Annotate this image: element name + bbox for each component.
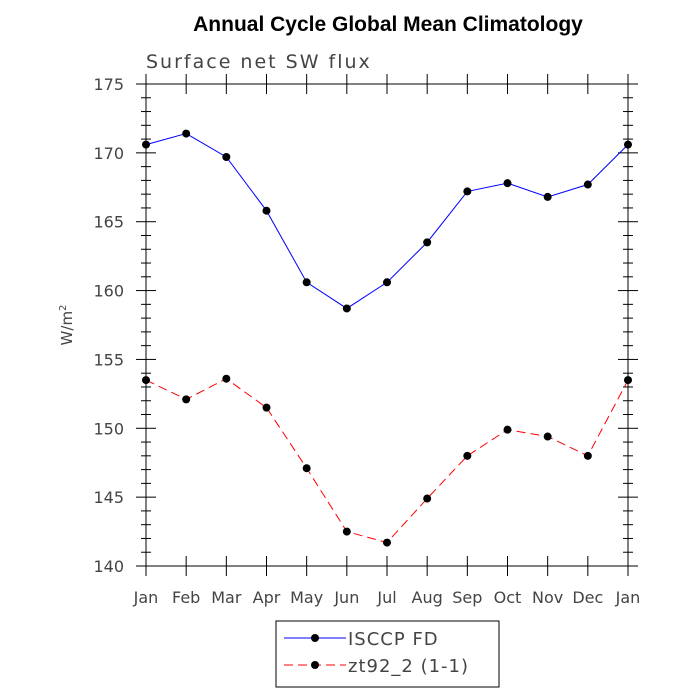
x-tick-label: Nov: [532, 588, 563, 607]
data-point: [503, 425, 512, 434]
data-point: [302, 464, 311, 473]
data-point: [342, 304, 351, 313]
y-tick-label: 165: [93, 213, 124, 232]
y-tick-label: 170: [93, 144, 124, 163]
series-line-2: [145, 378, 629, 544]
data-point: [262, 403, 271, 412]
x-tick-label: Jan: [133, 588, 159, 607]
legend-marker: [311, 634, 319, 642]
y-tick-labels: 140 145 150 155 160 165 170 175: [93, 75, 124, 576]
x-tick-label: Dec: [572, 588, 603, 607]
data-point: [423, 238, 432, 247]
data-point: [463, 187, 472, 196]
data-point: [262, 206, 271, 215]
data-point: [423, 494, 432, 503]
x-tick-label: Mar: [211, 588, 242, 607]
data-point: [222, 374, 231, 383]
y-tick-label: 175: [93, 75, 124, 94]
y-tick-label: 160: [93, 282, 124, 301]
x-tick-label: Jul: [376, 588, 396, 607]
x-tick-label: May: [290, 588, 323, 607]
chart-title: Annual Cycle Global Mean Climatology: [193, 13, 583, 36]
x-tick-label: Aug: [412, 588, 443, 607]
data-point: [543, 432, 552, 441]
data-point: [302, 278, 311, 287]
data-point: [182, 395, 191, 404]
legend-marker: [311, 661, 319, 669]
data-point: [222, 152, 231, 161]
data-point: [182, 129, 191, 138]
y-tick-label: 145: [93, 488, 124, 507]
x-tick-label: Oct: [494, 588, 522, 607]
axis-ticks: [136, 74, 638, 576]
data-point: [583, 451, 592, 460]
x-tick-label: Apr: [253, 588, 281, 607]
chart-subtitle: Surface net SW flux: [146, 51, 372, 73]
data-point: [142, 140, 150, 149]
data-point: [624, 140, 632, 149]
data-point: [383, 538, 391, 547]
series-layer: [142, 129, 632, 547]
x-tick-labels: Jan Feb Mar Apr May Jun Jul Aug Sep Oct Nov Dec Jan: [133, 588, 641, 607]
x-tick-label: Feb: [172, 588, 200, 607]
data-point: [142, 376, 150, 385]
legend-box: [275, 620, 500, 688]
y-tick-label: 150: [93, 419, 124, 438]
legend-label-2: zt92_2 (1-1): [348, 656, 469, 677]
data-point: [463, 451, 472, 460]
x-tick-label: Jun: [333, 588, 359, 607]
data-point: [503, 179, 512, 188]
legend: ISCCP FD zt92_2 (1-1): [275, 620, 500, 688]
y-tick-label: 155: [93, 350, 124, 369]
data-point: [624, 376, 632, 385]
x-tick-label: Sep: [452, 588, 482, 607]
x-tick-label: Jan: [615, 588, 641, 607]
y-tick-label: 140: [93, 557, 124, 576]
plot-frame: [145, 83, 629, 567]
data-point: [543, 192, 552, 201]
legend-label-1: ISCCP FD: [348, 629, 439, 650]
data-point: [383, 278, 391, 287]
data-point: [583, 180, 592, 189]
y-axis-label: W/m2: [58, 305, 76, 346]
data-point: [342, 527, 351, 536]
